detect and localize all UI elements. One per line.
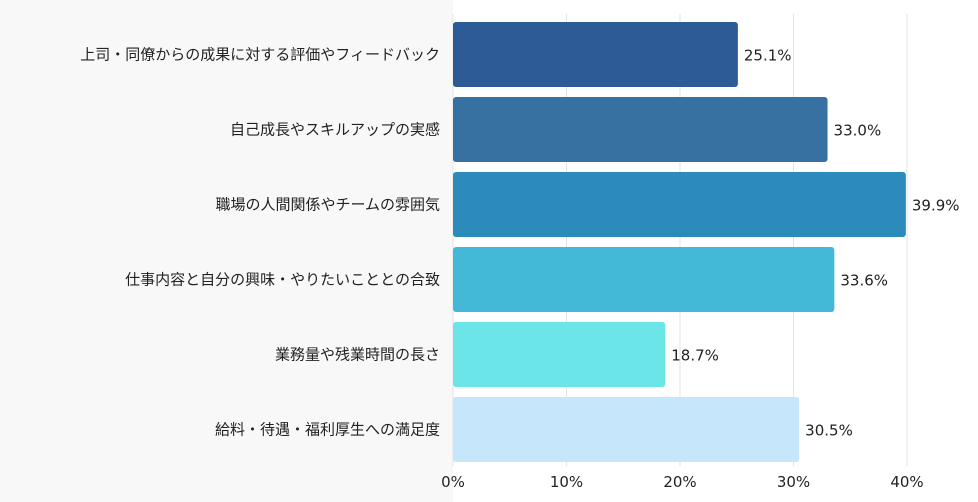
bar [453,97,828,162]
category-label: 自己成長やスキルアップの実感 [230,121,440,139]
data-label: 25.1% [744,47,792,65]
data-label: 18.7% [671,347,719,365]
bar [453,22,738,87]
category-label: 給料・待遇・福利厚生への満足度 [215,421,440,439]
x-tick-label: 10% [550,473,583,491]
bar [453,172,906,237]
data-label: 30.5% [805,422,853,440]
bar [453,322,666,387]
data-label: 33.6% [840,272,888,290]
category-label: 職場の人間関係やチームの雰囲気 [215,196,440,214]
category-label: 仕事内容と自分の興味・やりたいこととの合致 [125,271,440,289]
category-label: 業務量や残業時間の長さ [275,346,440,364]
data-label: 39.9% [912,197,960,215]
x-tick-label: 40% [890,473,923,491]
category-label: 上司・同僚からの成果に対する評価やフィードバック [80,46,440,64]
x-tick-label: 30% [777,473,810,491]
label-area-background [0,0,453,502]
bar [453,397,800,462]
data-label: 33.0% [834,122,882,140]
x-tick-label: 0% [441,473,465,491]
bar [453,247,835,312]
x-tick-label: 20% [663,473,696,491]
